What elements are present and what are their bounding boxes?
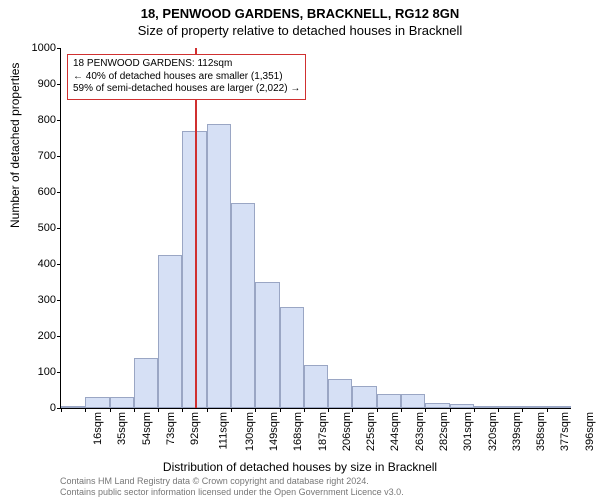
x-tick-label: 35sqm xyxy=(116,412,128,445)
x-tick-mark xyxy=(498,408,499,412)
histogram-bar xyxy=(401,394,425,408)
x-tick-label: 339sqm xyxy=(511,412,523,451)
x-tick-mark xyxy=(255,408,256,412)
x-tick-mark xyxy=(328,408,329,412)
histogram-bar xyxy=(110,397,134,408)
y-tick-label: 900 xyxy=(21,78,56,90)
x-tick-label: 54sqm xyxy=(141,412,153,445)
x-tick-mark xyxy=(352,408,353,412)
y-tick-label: 500 xyxy=(21,222,56,234)
y-tick-mark xyxy=(57,156,61,157)
x-tick-mark xyxy=(134,408,135,412)
x-tick-mark xyxy=(85,408,86,412)
x-tick-label: 92sqm xyxy=(189,412,201,445)
histogram-bar xyxy=(61,406,85,408)
annotation-line: ← 40% of detached houses are smaller (1,… xyxy=(73,71,300,84)
x-tick-mark xyxy=(158,408,159,412)
y-tick-mark xyxy=(57,120,61,121)
x-tick-mark xyxy=(182,408,183,412)
x-tick-mark xyxy=(280,408,281,412)
annotation-line: 59% of semi-detached houses are larger (… xyxy=(73,83,300,96)
histogram-bar xyxy=(328,379,352,408)
histogram-bar xyxy=(280,307,304,408)
y-tick-label: 100 xyxy=(21,366,56,378)
histogram-bar xyxy=(85,397,109,408)
histogram-bar xyxy=(352,386,376,408)
x-tick-mark xyxy=(401,408,402,412)
y-tick-mark xyxy=(57,228,61,229)
histogram-bar xyxy=(522,406,546,408)
x-axis-label: Distribution of detached houses by size … xyxy=(0,460,600,474)
chart-plot-area: 0100200300400500600700800900100016sqm35s… xyxy=(60,48,571,409)
x-tick-label: 16sqm xyxy=(92,412,104,445)
footer-line1: Contains HM Land Registry data © Crown c… xyxy=(60,476,404,487)
y-tick-label: 700 xyxy=(21,150,56,162)
x-tick-mark xyxy=(207,408,208,412)
histogram-bar xyxy=(498,406,522,408)
x-tick-label: 282sqm xyxy=(438,412,450,451)
histogram-bar xyxy=(377,394,401,408)
x-tick-label: 187sqm xyxy=(317,412,329,451)
histogram-bar xyxy=(255,282,279,408)
y-tick-mark xyxy=(57,372,61,373)
y-tick-label: 1000 xyxy=(21,42,56,54)
x-tick-mark xyxy=(547,408,548,412)
histogram-bar xyxy=(474,406,498,408)
x-tick-label: 130sqm xyxy=(244,412,256,451)
x-tick-label: 244sqm xyxy=(390,412,402,451)
annotation-box: 18 PENWOOD GARDENS: 112sqm← 40% of detac… xyxy=(67,54,306,100)
x-tick-label: 301sqm xyxy=(462,412,474,451)
x-tick-mark xyxy=(304,408,305,412)
y-tick-mark xyxy=(57,84,61,85)
x-tick-label: 73sqm xyxy=(165,412,177,445)
x-tick-mark xyxy=(450,408,451,412)
histogram-bar xyxy=(304,365,328,408)
x-tick-label: 168sqm xyxy=(292,412,304,451)
x-tick-label: 206sqm xyxy=(341,412,353,451)
y-tick-label: 800 xyxy=(21,114,56,126)
x-tick-mark xyxy=(61,408,62,412)
histogram-bar xyxy=(134,358,158,408)
y-tick-label: 0 xyxy=(21,402,56,414)
y-tick-mark xyxy=(57,264,61,265)
page-title: 18, PENWOOD GARDENS, BRACKNELL, RG12 8GN xyxy=(0,0,600,21)
reference-line xyxy=(195,48,197,408)
histogram-bar xyxy=(547,406,571,408)
x-tick-label: 396sqm xyxy=(584,412,596,451)
x-tick-label: 320sqm xyxy=(487,412,499,451)
y-tick-mark xyxy=(57,48,61,49)
x-tick-label: 149sqm xyxy=(268,412,280,451)
x-tick-label: 358sqm xyxy=(535,412,547,451)
y-tick-mark xyxy=(57,336,61,337)
y-tick-label: 300 xyxy=(21,294,56,306)
y-tick-mark xyxy=(57,192,61,193)
histogram-bar xyxy=(158,255,182,408)
y-tick-label: 200 xyxy=(21,330,56,342)
histogram-bar xyxy=(231,203,255,408)
y-tick-label: 400 xyxy=(21,258,56,270)
histogram-bar xyxy=(207,124,231,408)
footer-line2: Contains public sector information licen… xyxy=(60,487,404,498)
x-tick-mark xyxy=(377,408,378,412)
x-tick-mark xyxy=(110,408,111,412)
x-tick-mark xyxy=(474,408,475,412)
x-tick-mark xyxy=(231,408,232,412)
histogram-bar xyxy=(450,404,474,408)
y-tick-mark xyxy=(57,300,61,301)
x-tick-label: 225sqm xyxy=(365,412,377,451)
x-tick-label: 377sqm xyxy=(560,412,572,451)
histogram-bar xyxy=(425,403,449,408)
x-tick-label: 111sqm xyxy=(218,412,230,450)
annotation-line: 18 PENWOOD GARDENS: 112sqm xyxy=(73,58,300,71)
x-tick-mark xyxy=(425,408,426,412)
x-tick-mark xyxy=(522,408,523,412)
footer-attribution: Contains HM Land Registry data © Crown c… xyxy=(60,476,404,498)
page-subtitle: Size of property relative to detached ho… xyxy=(0,21,600,42)
x-tick-label: 263sqm xyxy=(414,412,426,451)
y-axis-label: Number of detached properties xyxy=(8,63,22,228)
y-tick-label: 600 xyxy=(21,186,56,198)
